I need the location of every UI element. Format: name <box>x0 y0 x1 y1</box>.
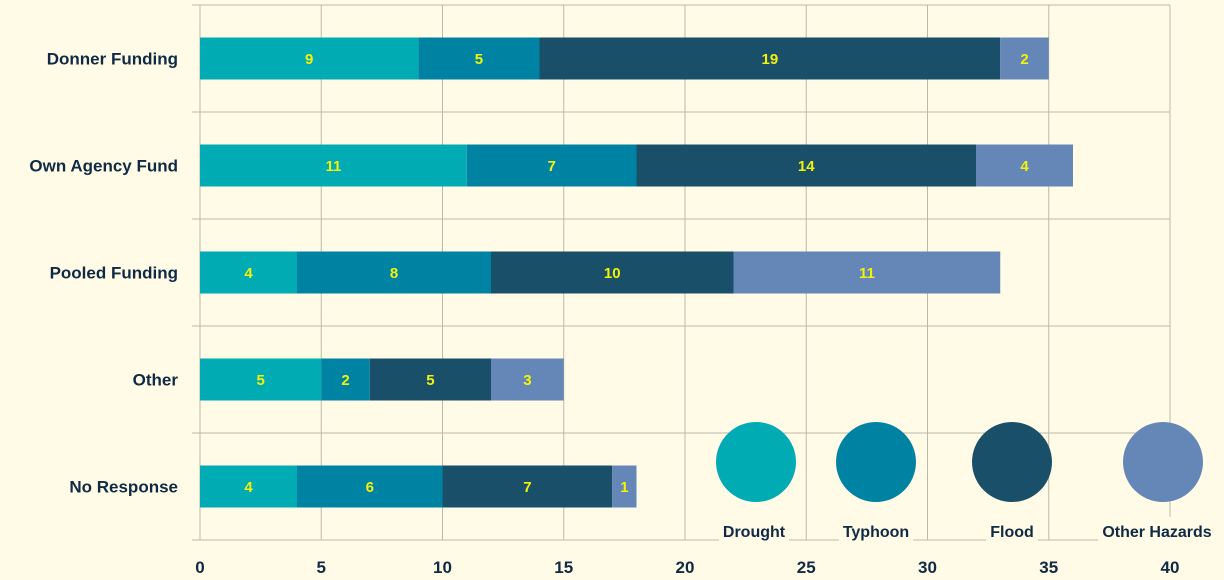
x-tick-label: 15 <box>554 558 573 577</box>
bar-segment-typhoon-donner-funding <box>418 37 540 80</box>
bar-segment-drought-other <box>200 358 322 401</box>
legend-swatch-typhoon <box>836 422 916 502</box>
data-label-other-hazards-donner-funding: 2 <box>1020 51 1028 68</box>
legend-label-flood: Flood <box>990 524 1034 541</box>
bar-segment-typhoon-no-response <box>297 465 443 508</box>
bar-segment-flood-other <box>369 358 491 401</box>
category-label-other: Other <box>133 371 179 390</box>
category-labels: Donner Funding Own Agency Fund Pooled Fund… <box>29 50 178 497</box>
legend-label-bg <box>838 517 914 545</box>
legend-swatch-other-hazards <box>1123 422 1203 502</box>
bar-segment-other-hazards-donner-funding <box>1000 37 1049 80</box>
data-label-typhoon-no-response: 6 <box>366 479 374 496</box>
data-label-drought-own-agency-fund: 11 <box>325 158 341 175</box>
data-label-typhoon-own-agency-fund: 7 <box>547 158 555 175</box>
bar-segment-typhoon-other <box>321 358 370 401</box>
x-tick-label: 10 <box>433 558 452 577</box>
data-label-flood-no-response: 7 <box>523 479 531 496</box>
bar-segment-flood-donner-funding <box>539 37 1001 80</box>
legend-label-other-hazards: Other Hazards <box>1102 524 1211 541</box>
x-tick-label: 25 <box>797 558 816 577</box>
data-label-drought-no-response: 4 <box>244 479 253 496</box>
legend-label-drought: Drought <box>723 524 786 541</box>
bar-segment-drought-own-agency-fund <box>200 144 467 187</box>
data-label-flood-donner-funding: 19 <box>762 51 779 68</box>
bar-segment-flood-pooled-funding <box>491 251 734 294</box>
bar-segment-flood-no-response <box>442 465 613 508</box>
data-label-drought-pooled-funding: 4 <box>244 265 253 282</box>
bar-segment-flood-own-agency-fund <box>636 144 976 187</box>
data-label-other-hazards-no-response: 1 <box>620 479 628 496</box>
legend-label-typhoon: Typhoon <box>843 524 909 541</box>
legend-label-bg <box>718 517 790 545</box>
data-label-drought-donner-funding: 9 <box>305 51 313 68</box>
data-label-typhoon-pooled-funding: 8 <box>390 265 398 282</box>
legend-label-bg <box>986 517 1038 545</box>
x-tick-label: 40 <box>1161 558 1180 577</box>
data-label-other-hazards-other: 3 <box>523 372 531 389</box>
data-label-flood-other: 5 <box>426 372 434 389</box>
data-label-typhoon-donner-funding: 5 <box>475 51 483 68</box>
bar-segment-drought-pooled-funding <box>200 251 297 294</box>
bar-segment-other-hazards-pooled-funding <box>733 251 1001 294</box>
legend-swatch-drought <box>716 422 796 502</box>
bars: 9 5 19 2 11 7 14 4 4 8 10 11 5 2 5 3 4 6 7 1 <box>200 37 1073 508</box>
category-label-pooled-funding: Pooled Funding <box>50 264 178 283</box>
legend-label-bg <box>1098 517 1216 545</box>
data-label-other-hazards-own-agency-fund: 4 <box>1020 158 1029 175</box>
category-label-own-agency-fund: Own Agency Fund <box>29 157 178 176</box>
data-label-flood-pooled-funding: 10 <box>604 265 621 282</box>
legend: Drought Typhoon Flood Other Hazards <box>716 422 1216 545</box>
x-tick-label: 30 <box>918 558 937 577</box>
bar-segment-other-hazards-no-response <box>612 465 637 508</box>
legend-swatch-flood <box>972 422 1052 502</box>
x-tick-label: 35 <box>1039 558 1058 577</box>
bar-segment-typhoon-pooled-funding <box>297 251 491 294</box>
data-label-drought-other: 5 <box>256 372 264 389</box>
category-label-donner-funding: Donner Funding <box>47 50 178 69</box>
category-label-no-response: No Response <box>69 478 178 497</box>
data-label-typhoon-other: 2 <box>341 372 349 389</box>
data-label-other-hazards-pooled-funding: 11 <box>859 265 875 282</box>
bar-segment-other-hazards-own-agency-fund <box>976 144 1073 187</box>
bar-segment-typhoon-own-agency-fund <box>466 144 637 187</box>
data-label-flood-own-agency-fund: 14 <box>798 158 815 175</box>
bar-segment-drought-no-response <box>200 465 297 508</box>
bar-segment-drought-donner-funding <box>200 37 419 80</box>
x-axis-ticks: 0 5 10 15 20 25 30 35 40 <box>195 558 1179 577</box>
x-tick-label: 20 <box>676 558 695 577</box>
bar-segment-other-hazards-other <box>491 358 564 401</box>
x-tick-label: 5 <box>317 558 326 577</box>
x-tick-label: 0 <box>195 558 204 577</box>
